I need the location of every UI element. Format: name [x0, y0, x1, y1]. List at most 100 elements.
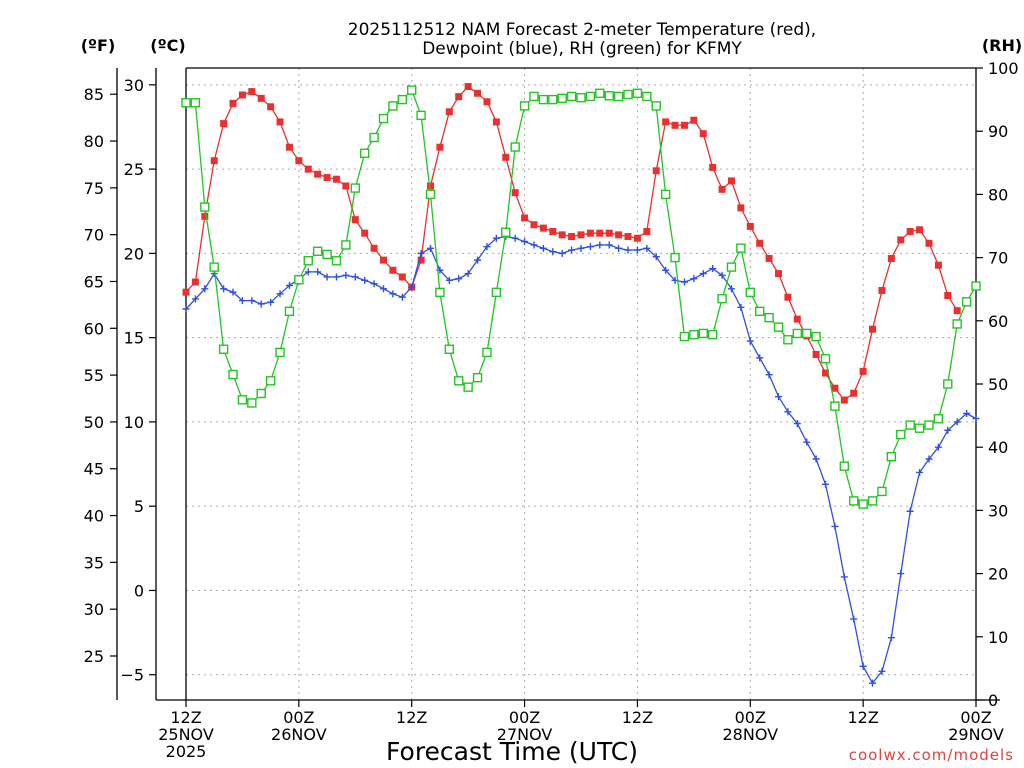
- 2-meter-temperature-point: [201, 212, 209, 220]
- 2-meter-temperature-point: [276, 118, 284, 126]
- 2-meter-temperature-point: [445, 108, 453, 116]
- rh-point: [595, 88, 605, 98]
- 2-meter-temperature-point: [210, 157, 218, 165]
- rh-tick-label: 70: [988, 249, 1008, 268]
- rh-point: [265, 376, 276, 386]
- rh-point: [896, 429, 906, 440]
- rh-point: [849, 496, 859, 506]
- rh-tick-label: 0: [988, 691, 998, 710]
- 2-meter-temperature-point: [361, 229, 369, 237]
- rh-tick-label: 50: [988, 375, 1008, 394]
- rh-point: [341, 240, 351, 250]
- 2-meter-temperature-point: [558, 231, 566, 239]
- dewpoint-point: [530, 241, 538, 249]
- rh-point: [388, 101, 398, 111]
- 2-meter-temperature-point: [436, 143, 444, 151]
- rh-point: [519, 101, 530, 111]
- dewpoint-point: [624, 246, 632, 254]
- rh-point: [294, 275, 304, 285]
- dewpoint-point: [332, 273, 340, 281]
- celsius-tick-label: 5: [134, 497, 144, 516]
- dewpoint-point: [398, 293, 406, 301]
- dewpoint-point: [304, 268, 312, 276]
- dewpoint-point: [784, 408, 792, 416]
- dewpoint-point: [229, 288, 237, 296]
- dewpoint-point: [840, 573, 848, 581]
- dewpoint-point: [492, 234, 500, 242]
- dewpoint-point: [699, 270, 707, 278]
- rh-point: [435, 287, 445, 298]
- rh-point: [444, 344, 455, 354]
- fahrenheit-tick-label: 25: [84, 647, 104, 666]
- 2-meter-temperature-point: [417, 256, 425, 264]
- 2-meter-temperature-point: [859, 367, 867, 375]
- rh-point: [726, 262, 737, 272]
- fahrenheit-tick-label: 75: [84, 179, 104, 198]
- x-tick-label: 00Z: [509, 708, 540, 727]
- celsius-tick-label: −5: [120, 666, 144, 685]
- rh-point: [660, 189, 671, 200]
- dewpoint-point: [605, 241, 613, 249]
- rh-point: [914, 423, 925, 433]
- rh-point: [275, 347, 285, 358]
- 2-meter-temperature-point: [605, 229, 613, 237]
- 2-meter-temperature-point: [455, 93, 463, 101]
- 2-meter-temperature-point: [897, 236, 905, 244]
- rh-point: [491, 287, 502, 298]
- dewpoint-point: [201, 285, 209, 293]
- rh-point: [585, 91, 596, 102]
- rh-point: [736, 243, 746, 253]
- 2-meter-temperature-point: [690, 116, 698, 124]
- x-tick-label: 12Z: [622, 708, 653, 727]
- rh-tick-label: 30: [988, 501, 1008, 520]
- dewpoint-point: [483, 243, 491, 251]
- dewpoint-point: [182, 305, 190, 313]
- 2-meter-temperature-point: [887, 254, 895, 262]
- rh-point: [416, 110, 426, 121]
- fahrenheit-tick-label: 80: [84, 132, 104, 151]
- dewpoint-point: [803, 438, 811, 446]
- 2-meter-temperature-point: [521, 214, 529, 222]
- dewpoint-point: [652, 253, 660, 261]
- rh-point: [943, 379, 953, 389]
- rh-point: [811, 331, 821, 342]
- 2-meter-temperature-point: [680, 121, 688, 129]
- 2-meter-temperature-point: [314, 170, 322, 178]
- dewpoint-point: [323, 273, 331, 281]
- chart-title-line-2: Dewpoint (blue), RH (green) for KFMY: [422, 39, 742, 59]
- x-tick-label: 28NOV: [722, 725, 778, 744]
- 2-meter-temperature-point: [709, 163, 717, 171]
- dewpoint-point: [568, 246, 576, 254]
- rh-point: [783, 335, 793, 345]
- rh-tick-label: 60: [988, 312, 1008, 331]
- rh-point: [200, 202, 210, 212]
- rh-point: [961, 297, 972, 307]
- rh-point: [754, 306, 765, 317]
- 2-meter-temperature-point: [568, 233, 576, 241]
- rh-point: [802, 328, 812, 339]
- rh-point: [284, 306, 295, 317]
- rh-point: [331, 256, 342, 266]
- rh-point: [378, 113, 389, 124]
- 2-meter-temperature-line: [185, 85, 958, 401]
- rh-point: [576, 93, 586, 103]
- dewpoint-point: [248, 297, 256, 305]
- rh-point: [350, 183, 360, 193]
- x-tick-label: 00Z: [960, 708, 991, 727]
- fahrenheit-tick-label: 65: [84, 272, 104, 291]
- 2-meter-temperature-point: [380, 256, 387, 264]
- rh-point: [472, 372, 483, 383]
- dewpoint-point: [408, 283, 416, 291]
- 2-meter-temperature-point: [492, 118, 500, 126]
- 2-meter-temperature-point: [840, 396, 848, 404]
- rh-point: [218, 344, 229, 354]
- rh-point: [557, 93, 567, 104]
- dewpoint-point: [953, 418, 961, 426]
- dewpoint-point: [596, 241, 604, 249]
- rh-point: [190, 98, 201, 108]
- 2-meter-temperature-point: [822, 369, 830, 377]
- 2-meter-temperature-point: [793, 315, 801, 323]
- x-tick-label: 2025: [166, 742, 207, 761]
- rh-point: [764, 312, 774, 323]
